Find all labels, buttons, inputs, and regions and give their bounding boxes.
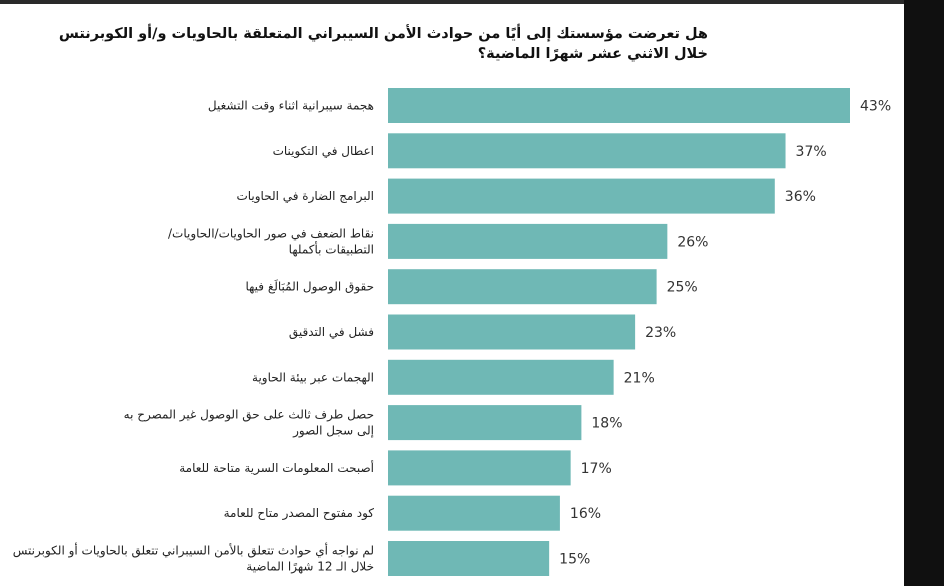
category-label: التطبيقات بأكملها (289, 240, 374, 256)
category-label: أصبحت المعلومات السرية متاحة للعامة (179, 460, 374, 476)
value-label: 26% (677, 234, 708, 250)
value-label: 36% (785, 189, 816, 205)
category-label: نقاط الضعف في صور الحاويات/الحاويات/ (168, 226, 374, 241)
value-label: 15% (559, 552, 590, 568)
category-label: هجمة سيبرانية اثناء وقت التشغيل (208, 99, 374, 114)
category-label: حصل طرف ثالث على حق الوصول غير المصرح به (124, 408, 374, 423)
value-label: 18% (591, 416, 622, 432)
bar (388, 405, 582, 441)
category-label: حقوق الوصول المُبَالَغ فيها (245, 279, 374, 295)
bar (388, 269, 657, 305)
bar (388, 314, 636, 350)
category-label: لم نواجه أي حوادث تتعلق بالأمن السيبراني… (13, 543, 374, 559)
value-label: 21% (624, 370, 655, 386)
category-label: كود مفتوح المصدر متاح للعامة (224, 506, 375, 521)
category-label: إلى سجل الصور (292, 424, 374, 439)
bar (388, 450, 571, 486)
bar (388, 495, 560, 531)
value-label: 23% (645, 325, 676, 341)
value-label: 17% (581, 461, 612, 477)
bar-chart: 43% هجمة سيبرانية اثناء وقت التشغيل 37% اعط… (13, 88, 891, 576)
category-label: اعطال في التكوينات (273, 144, 374, 159)
value-label: 25% (667, 280, 698, 296)
bar (388, 178, 775, 214)
value-label: 43% (860, 99, 891, 115)
category-label: الهجمات عبر بيئة الحاوية (252, 370, 374, 385)
bar (388, 88, 850, 123)
value-label: 37% (796, 144, 827, 160)
category-label: خلال الـ 12 شهرًا الماضية (246, 560, 374, 575)
value-label: 16% (570, 506, 601, 522)
chart-title: هل تعرضت مؤسستك إلى أيًا من حوادث الأمن … (58, 26, 708, 62)
category-label: البرامج الضارة في الحاويات (236, 189, 374, 204)
bar (388, 133, 786, 169)
category-label: فشل في التدقيق (289, 325, 374, 340)
bar (388, 359, 614, 395)
window-frame-top (0, 0, 944, 4)
bar (388, 223, 668, 259)
bar (388, 541, 550, 576)
window-frame-right (904, 0, 944, 586)
